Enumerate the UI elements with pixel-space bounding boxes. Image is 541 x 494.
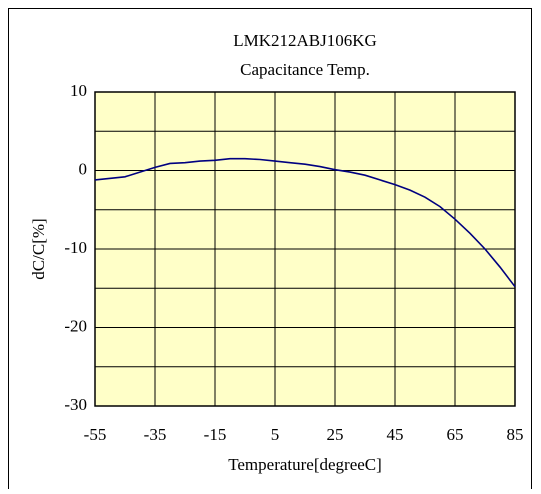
x-tick-label: -55 — [84, 425, 107, 444]
x-tick-label: 25 — [327, 425, 344, 444]
y-axis-label: dC/C[%] — [29, 218, 48, 279]
y-tick-label: 10 — [70, 81, 87, 100]
x-tick-label: 65 — [447, 425, 464, 444]
x-tick-label: 85 — [507, 425, 524, 444]
x-axis-label: Temperature[degreeC] — [228, 455, 382, 474]
y-tick-label: 0 — [79, 159, 88, 178]
x-tick-label: 5 — [271, 425, 280, 444]
x-tick-label: 45 — [387, 425, 404, 444]
y-tick-label: -20 — [64, 316, 87, 335]
y-tick-label: -10 — [64, 238, 87, 257]
y-tick-label: -30 — [64, 395, 87, 414]
chart-subtitle: Capacitance Temp. — [240, 60, 370, 79]
data-line — [94, 157, 516, 288]
x-tick-label: -15 — [204, 425, 227, 444]
chart-title: LMK212ABJ106KG — [233, 31, 377, 50]
plot-border — [94, 91, 516, 407]
x-tick-label: -35 — [144, 425, 167, 444]
